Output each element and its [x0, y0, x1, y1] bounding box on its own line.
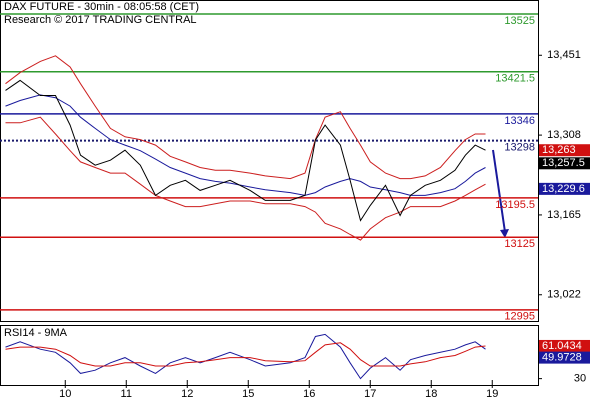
y-tick-label: 13,165 [547, 209, 581, 221]
y-tick-label: 13,451 [547, 49, 581, 61]
price-tag [539, 182, 590, 195]
level-label: 13298 [504, 142, 535, 154]
rsi-tag [539, 339, 590, 352]
price-tag [539, 157, 590, 170]
price-line [5, 94, 486, 196]
x-tick-label: 10 [59, 388, 71, 400]
x-tick-label: 15 [242, 388, 254, 400]
rsi-line [5, 333, 486, 380]
level-label: 12995 [504, 311, 535, 323]
price-tag-label: 13,257.5 [542, 157, 585, 169]
x-tick-label: 11 [121, 388, 132, 400]
y-tick-label: 13,022 [547, 289, 581, 301]
price-line [5, 116, 486, 241]
x-tick-label: 16 [303, 388, 315, 400]
price-tag-label: 13,229.6 [542, 183, 585, 195]
price-tag [539, 144, 590, 157]
rsi-tag [539, 351, 590, 364]
level-label: 13421.5 [495, 73, 535, 85]
price-line [5, 79, 486, 222]
y-tick-label: 13,308 [547, 129, 581, 141]
chart-title: DAX FUTURE - 30min - 08:05:58 (CET) [4, 1, 199, 13]
chart-subtitle: Research © 2017 TRADING CENTRAL [4, 14, 197, 26]
level-label: 13125 [504, 238, 535, 250]
arrow-head [500, 229, 509, 238]
rsi-title: RSI14 - 9MA [4, 327, 68, 339]
x-tick-label: 18 [425, 388, 437, 400]
x-tick-label: 17 [364, 388, 376, 400]
rsi-tag-label: 61.0434 [542, 340, 582, 352]
level-label: 13525 [504, 15, 535, 27]
rsi-line [5, 342, 486, 367]
rsi-tag-label: 49.9728 [542, 352, 582, 364]
forecast-arrow [492, 149, 506, 233]
x-tick-label: 12 [181, 388, 193, 400]
x-tick-label: 19 [486, 388, 498, 400]
y-tick-label: 30 [574, 373, 586, 385]
price-line [5, 55, 486, 180]
rsi-panel [0, 325, 539, 386]
level-label: 13346 [504, 115, 535, 127]
price-panel [0, 0, 539, 322]
level-label: 13195.5 [495, 199, 535, 211]
price-tag-label: 13,263 [542, 144, 576, 156]
